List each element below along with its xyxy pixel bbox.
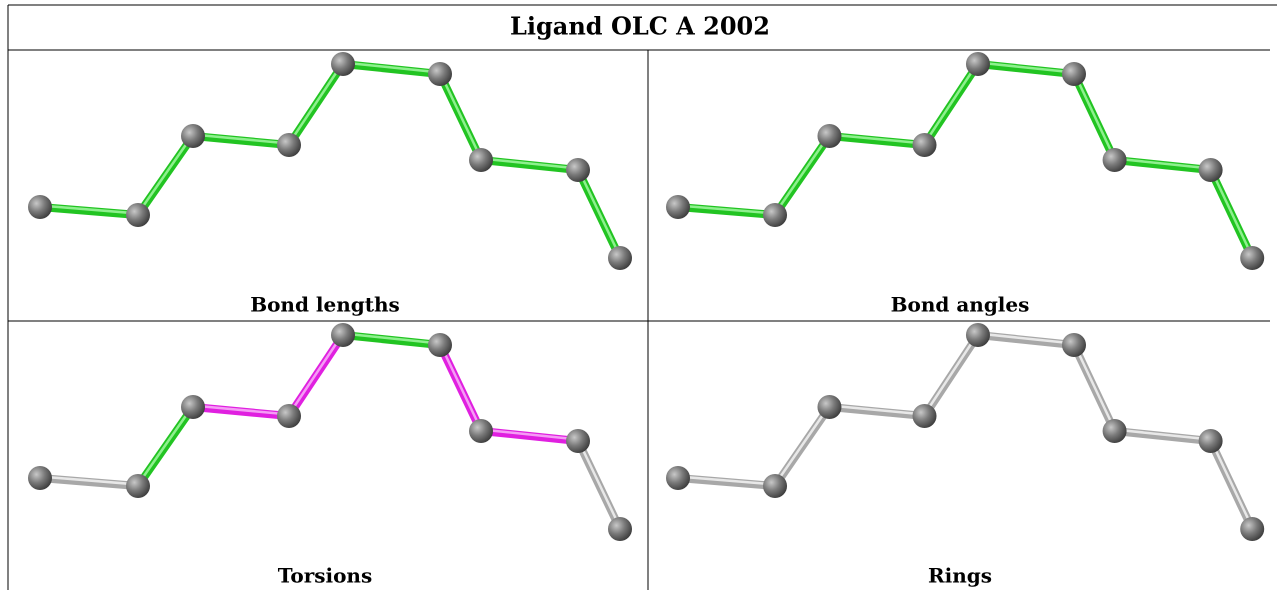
atom <box>817 124 842 148</box>
atom <box>1198 429 1223 453</box>
bond-highlight <box>576 438 622 529</box>
bond <box>825 132 929 149</box>
bond <box>339 331 444 349</box>
atom <box>277 133 301 157</box>
bond-highlight <box>287 332 345 416</box>
bond <box>189 403 293 420</box>
bond-highlight <box>438 71 483 160</box>
bond-highlight <box>1072 342 1116 431</box>
atom <box>666 466 690 490</box>
atom <box>1062 62 1086 86</box>
bond-highlight <box>191 404 291 416</box>
atom <box>331 52 355 76</box>
atom <box>277 404 301 428</box>
atom <box>666 195 690 219</box>
bond <box>674 203 780 219</box>
atom <box>28 466 52 490</box>
bond <box>973 60 1078 78</box>
atom <box>965 323 990 347</box>
bond-highlight <box>676 475 777 486</box>
bond-highlight <box>287 61 345 145</box>
bond-highlight <box>576 167 622 258</box>
bond-highlight <box>828 404 926 416</box>
atom <box>331 323 355 347</box>
atom <box>763 474 788 498</box>
bond-highlight <box>828 133 926 145</box>
atom <box>912 133 937 157</box>
bond-highlight <box>479 157 580 170</box>
bond-highlight <box>136 404 195 486</box>
bond <box>1110 156 1215 174</box>
bond-highlight <box>976 332 1076 345</box>
panel-label: Bond angles <box>891 293 1030 317</box>
bond-highlight <box>773 133 831 215</box>
figure-title: Ligand OLC A 2002 <box>510 12 770 41</box>
bond <box>477 156 582 174</box>
panel-label: Torsions <box>278 564 372 588</box>
atom <box>1102 419 1127 443</box>
bond-highlight <box>976 61 1076 74</box>
atom <box>126 203 150 227</box>
bond <box>1110 427 1215 445</box>
bond-highlight <box>1209 167 1254 258</box>
atom <box>566 429 590 453</box>
bond <box>477 427 582 445</box>
atom <box>1198 158 1223 182</box>
atom <box>469 148 493 172</box>
bond-highlight <box>341 61 442 74</box>
atom <box>566 158 590 182</box>
bond-highlight <box>38 475 140 486</box>
atom <box>763 203 788 227</box>
atom <box>608 517 632 541</box>
atom <box>965 52 990 76</box>
bond-highlight <box>676 204 777 215</box>
atom <box>181 395 205 419</box>
atom <box>912 404 937 428</box>
panel-label: Rings <box>928 564 992 588</box>
atom <box>126 474 150 498</box>
bond-highlight <box>38 204 140 215</box>
bond <box>339 60 444 78</box>
atom <box>608 246 632 270</box>
bond <box>36 203 142 219</box>
bond-highlight <box>438 342 483 431</box>
atom <box>1102 148 1127 172</box>
atom <box>1062 333 1086 357</box>
bond <box>825 403 929 420</box>
atom <box>817 395 842 419</box>
bond-highlight <box>341 332 442 345</box>
atom <box>28 195 52 219</box>
bond-highlight <box>1113 157 1212 170</box>
bond <box>674 474 780 490</box>
bond-highlight <box>479 428 580 441</box>
atom <box>428 333 452 357</box>
bond-highlight <box>773 404 831 486</box>
bond-highlight <box>191 133 291 145</box>
atom <box>469 419 493 443</box>
panel-label: Bond lengths <box>250 293 400 317</box>
atom <box>1240 246 1265 270</box>
bond-highlight <box>923 61 980 145</box>
bond-highlight <box>1072 71 1116 160</box>
molecules <box>28 52 1265 541</box>
atom <box>1240 517 1265 541</box>
bond-highlight <box>136 133 195 215</box>
bond-highlight <box>1113 428 1212 441</box>
bond <box>189 132 293 149</box>
bond <box>973 331 1078 349</box>
atom <box>428 62 452 86</box>
atom <box>181 124 205 148</box>
bond-highlight <box>923 332 980 416</box>
bond-highlight <box>1209 438 1254 529</box>
bond <box>36 474 142 490</box>
